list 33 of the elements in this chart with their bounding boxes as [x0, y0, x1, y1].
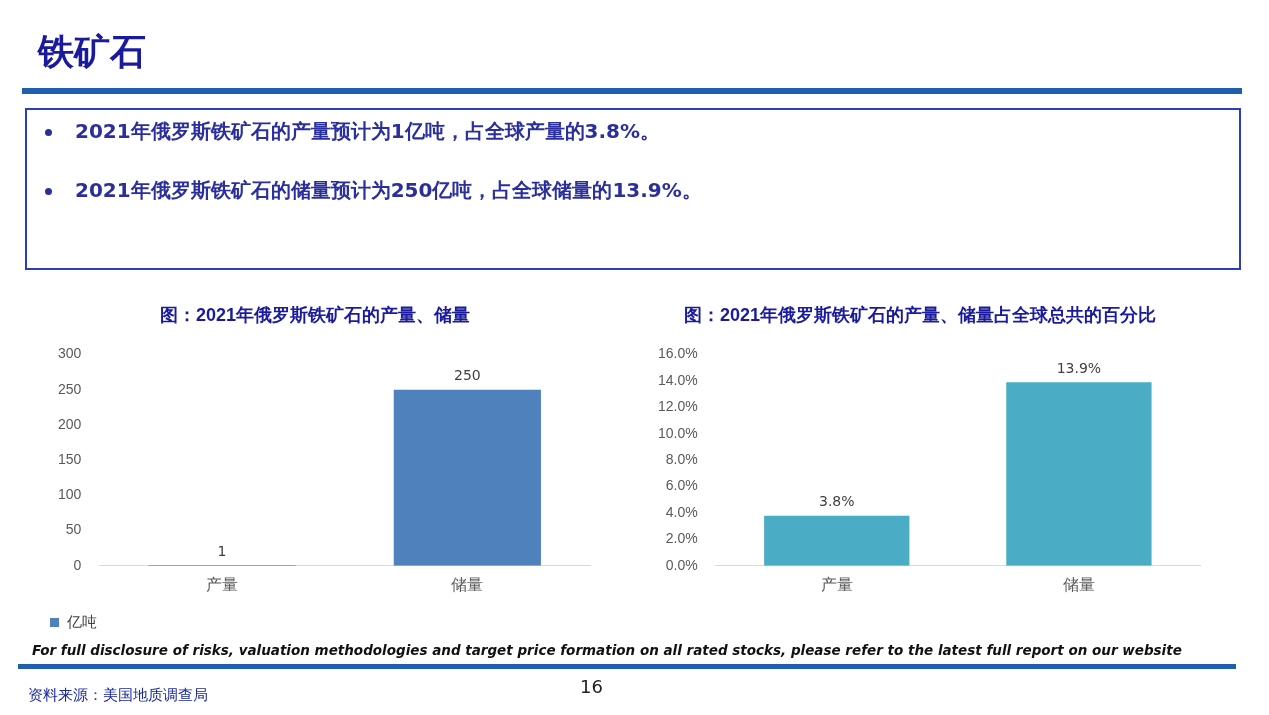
- text: 2021年俄罗斯铁矿石的储量预计为250亿吨，占全球储量的13.9%。: [75, 178, 702, 202]
- y-tick-label: 10.0%: [657, 424, 698, 441]
- text: 16: [580, 676, 603, 697]
- y-tick-label: 250: [58, 380, 82, 397]
- y-tick-label: 12.0%: [657, 398, 698, 415]
- y-tick-label: 150: [58, 451, 82, 468]
- y-tick-label: 100: [58, 486, 82, 503]
- data-label: 13.9%: [1056, 359, 1102, 376]
- y-tick-label: 0.0%: [665, 556, 698, 573]
- y-tick-label: 16.0%: [657, 345, 698, 362]
- chart-title: 图：2021年俄罗斯铁矿石的产量、储量: [159, 304, 471, 325]
- y-tick-label: 50: [65, 521, 82, 538]
- y-tick-label: 300: [58, 345, 82, 362]
- text: 铁矿石: [38, 30, 146, 74]
- text: For full disclosure of risks, valuation methodologies and target price formation on all rated stocks, please refer to the latest full report on our website: [32, 642, 1182, 658]
- y-tick-label: 0: [73, 556, 82, 573]
- legend-label: 亿吨: [65, 612, 97, 630]
- data-label: 3.8%: [818, 493, 855, 510]
- y-tick-label: 200: [58, 415, 82, 432]
- y-tick-label: 2.0%: [665, 530, 698, 547]
- x-tick-label: 储量: [1062, 575, 1095, 593]
- chart-title: 图：2021年俄罗斯铁矿石的产量、储量占全球总共的百分比: [683, 304, 1157, 325]
- x-tick-label: 储量: [451, 575, 484, 593]
- y-tick-label: 6.0%: [665, 477, 698, 494]
- y-tick-label: 8.0%: [665, 451, 698, 468]
- y-tick-label: 14.0%: [657, 371, 698, 388]
- data-label: 1: [217, 542, 227, 559]
- y-tick-label: 4.0%: [665, 503, 698, 520]
- data-label: 250: [453, 367, 481, 384]
- x-tick-label: 产量: [206, 575, 239, 593]
- text: 2021年俄罗斯铁矿石的产量预计为1亿吨，占全球产量的3.8%。: [75, 119, 661, 143]
- x-tick-label: 产量: [820, 575, 853, 593]
- text: 资料来源：美国地质调查局: [28, 686, 208, 705]
